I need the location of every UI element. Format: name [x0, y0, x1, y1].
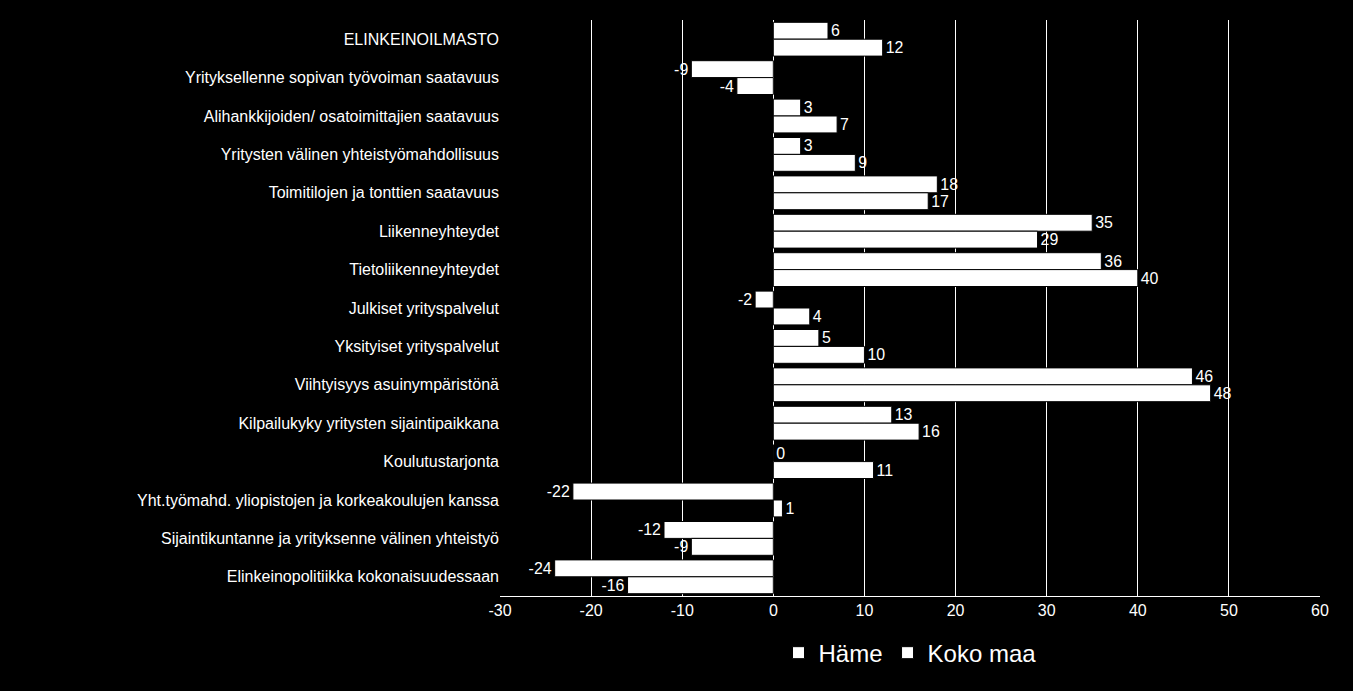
svg-text:-10: -10	[671, 602, 694, 619]
svg-text:Yrityksellenne sopivan työvoim: Yrityksellenne sopivan työvoiman saatavu…	[185, 69, 499, 86]
svg-text:Koko maa: Koko maa	[928, 640, 1037, 667]
svg-text:36: 36	[1104, 253, 1122, 270]
svg-text:7: 7	[840, 116, 849, 133]
svg-text:-16: -16	[601, 577, 624, 594]
svg-text:Häme: Häme	[819, 640, 883, 667]
svg-text:ELINKEINOILMASTO: ELINKEINOILMASTO	[344, 31, 499, 48]
svg-text:-30: -30	[488, 602, 511, 619]
svg-text:Sijaintikuntanne ja yrityksenn: Sijaintikuntanne ja yrityksenne välinen …	[161, 530, 499, 547]
svg-text:40: 40	[1129, 602, 1147, 619]
svg-text:13: 13	[895, 406, 913, 423]
svg-text:Toimitilojen ja tonttien saata: Toimitilojen ja tonttien saatavuus	[269, 184, 499, 201]
svg-text:9: 9	[858, 154, 867, 171]
svg-text:40: 40	[1141, 270, 1159, 287]
svg-text:-12: -12	[638, 521, 661, 538]
svg-text:Kilpailukyky yritysten sijaint: Kilpailukyky yritysten sijaintipaikkana	[238, 415, 499, 432]
svg-text:-9: -9	[674, 538, 688, 555]
svg-text:11: 11	[877, 462, 894, 479]
svg-text:Yksityiset yrityspalvelut: Yksityiset yrityspalvelut	[335, 338, 500, 355]
svg-text:3: 3	[804, 137, 813, 154]
svg-text:16: 16	[922, 423, 940, 440]
svg-text:50: 50	[1220, 602, 1238, 619]
svg-text:Yht.työmahd. yliopistojen ja k: Yht.työmahd. yliopistojen ja korkeakoulu…	[137, 492, 499, 509]
svg-text:Julkiset yrityspalvelut: Julkiset yrityspalvelut	[349, 300, 500, 317]
svg-text:0: 0	[776, 445, 785, 462]
svg-text:0: 0	[769, 602, 778, 619]
svg-text:Viihtyisyys asuinympäristönä: Viihtyisyys asuinympäristönä	[295, 376, 499, 393]
svg-text:10: 10	[856, 602, 874, 619]
svg-text:18: 18	[940, 176, 958, 193]
svg-text:29: 29	[1041, 231, 1059, 248]
svg-text:10: 10	[867, 346, 885, 363]
svg-text:-2: -2	[738, 291, 752, 308]
svg-text:12: 12	[886, 39, 904, 56]
svg-text:Tietoliikenneyhteydet: Tietoliikenneyhteydet	[349, 261, 499, 278]
svg-text:17: 17	[931, 193, 949, 210]
svg-text:20: 20	[947, 602, 965, 619]
svg-text:-24: -24	[529, 560, 552, 577]
svg-text:6: 6	[831, 22, 840, 39]
svg-text:Yritysten välinen yhteistyömah: Yritysten välinen yhteistyömahdollisuus	[221, 146, 499, 163]
svg-text:Liikenneyhteydet: Liikenneyhteydet	[379, 223, 500, 240]
svg-text:48: 48	[1214, 385, 1232, 402]
svg-text:5: 5	[822, 329, 831, 346]
svg-text:4: 4	[813, 308, 822, 325]
svg-text:35: 35	[1095, 214, 1113, 231]
svg-text:30: 30	[1038, 602, 1056, 619]
svg-text:3: 3	[804, 99, 813, 116]
svg-text:-22: -22	[547, 483, 570, 500]
svg-text:Koulutustarjonta: Koulutustarjonta	[383, 453, 499, 470]
svg-text:60: 60	[1311, 602, 1329, 619]
svg-text:-9: -9	[674, 61, 688, 78]
svg-text:1: 1	[785, 500, 794, 517]
svg-text:Alihankkijoiden/ osatoimittaji: Alihankkijoiden/ osatoimittajien saatavu…	[204, 108, 499, 125]
svg-text:-4: -4	[720, 78, 734, 95]
svg-text:-20: -20	[580, 602, 603, 619]
svg-text:46: 46	[1195, 368, 1213, 385]
svg-text:Elinkeinopolitiikka kokonaisuu: Elinkeinopolitiikka kokonaisuudessaan	[227, 568, 499, 585]
